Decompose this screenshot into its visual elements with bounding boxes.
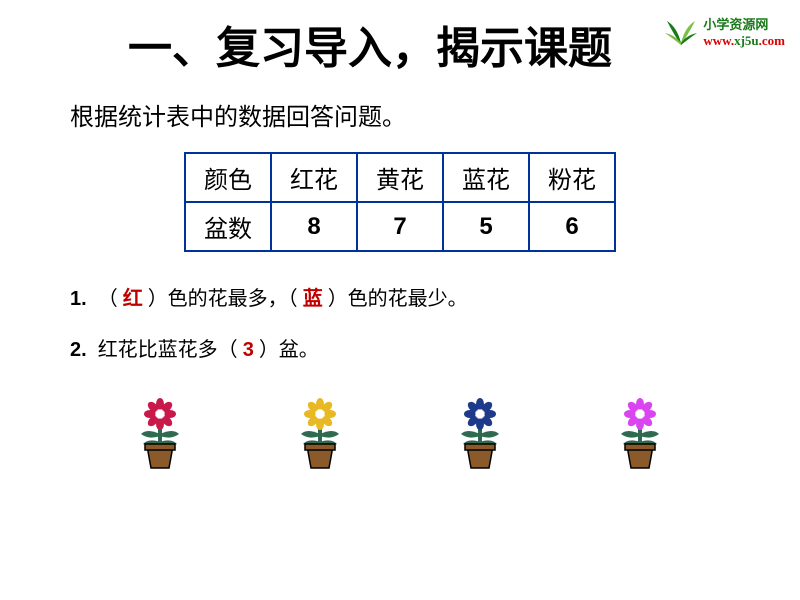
- q2-text: ）盆。: [259, 339, 319, 361]
- q2-number: 2.: [70, 339, 87, 361]
- table-data-row: 盆数 8 7 5 6: [185, 202, 615, 251]
- question-1: 1. （ 红 ）色的花最多，（ 蓝 ）色的花最少。: [70, 282, 800, 311]
- logo-url: www.xj5u.com: [703, 33, 785, 49]
- blue-flower-icon: [445, 394, 515, 474]
- logo-icon: [663, 15, 699, 51]
- q1-text: ）色的花最少。: [328, 288, 468, 310]
- site-logo: 小学资源网 www.xj5u.com: [663, 15, 785, 51]
- table-header-row: 颜色 红花 黄花 蓝花 粉花: [185, 153, 615, 202]
- table-cell: 蓝花: [443, 153, 529, 202]
- data-table-wrap: 颜色 红花 黄花 蓝花 粉花 盆数 8 7 5 6: [0, 152, 800, 252]
- table-cell: 8: [271, 202, 357, 251]
- flower-row: [0, 384, 800, 474]
- pink-flower-icon: [605, 394, 675, 474]
- table-cell: 粉花: [529, 153, 615, 202]
- logo-line1: 小学资源网: [703, 17, 785, 33]
- logo-text: 小学资源网 www.xj5u.com: [703, 17, 785, 48]
- subtitle: 根据统计表中的数据回答问题。: [70, 97, 800, 132]
- q1-number: 1.: [70, 288, 87, 310]
- q1-text: ）色的花最多，（: [148, 288, 298, 310]
- table-cell: 7: [357, 202, 443, 251]
- q1-text: （: [98, 288, 118, 310]
- table-cell: 6: [529, 202, 615, 251]
- yellow-flower-icon: [285, 394, 355, 474]
- q2-answer: 3: [243, 339, 254, 361]
- table-cell: 黄花: [357, 153, 443, 202]
- q1-answer-2: 蓝: [303, 288, 323, 310]
- q2-text: 红花比蓝花多（: [98, 339, 238, 361]
- table-cell: 5: [443, 202, 529, 251]
- table-cell: 红花: [271, 153, 357, 202]
- red-flower-icon: [125, 394, 195, 474]
- data-table: 颜色 红花 黄花 蓝花 粉花 盆数 8 7 5 6: [184, 152, 616, 252]
- question-2: 2. 红花比蓝花多（ 3 ）盆。: [70, 333, 800, 362]
- q1-answer-1: 红: [123, 288, 143, 310]
- table-cell: 盆数: [185, 202, 271, 251]
- questions-block: 1. （ 红 ）色的花最多，（ 蓝 ）色的花最少。 2. 红花比蓝花多（ 3 ）…: [70, 282, 800, 362]
- table-cell: 颜色: [185, 153, 271, 202]
